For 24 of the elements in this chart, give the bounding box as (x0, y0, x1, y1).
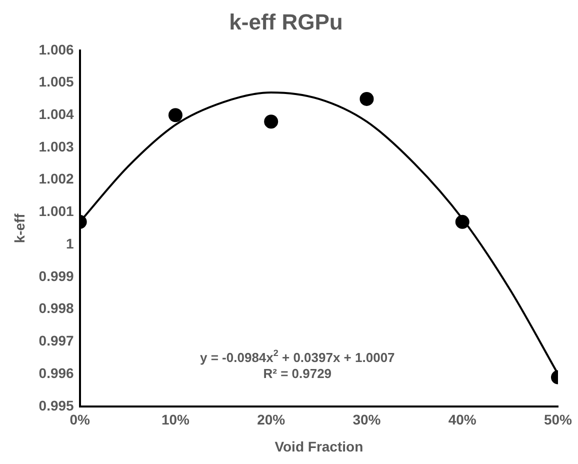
y-tick-label: 1 (66, 235, 74, 252)
x-tick-label: 50% (544, 412, 573, 428)
x-tick-label: 0% (70, 412, 91, 428)
x-tick-label: 40% (448, 412, 477, 428)
y-tick-label: 0.999 (38, 268, 74, 284)
x-tick-label: 30% (352, 412, 382, 428)
y-tick-label: 1.001 (38, 203, 74, 220)
y-tick-label: 1.006 (38, 41, 74, 58)
point (360, 92, 374, 106)
y-axis-title: k-eff (11, 213, 28, 244)
y-tick-label: 1.005 (38, 74, 74, 90)
x-tick-label: 10% (161, 412, 190, 428)
y-tick-label: 0.997 (38, 332, 74, 349)
chart-title: k-eff RGPu (229, 9, 343, 34)
y-tick-label: 1.003 (38, 138, 74, 154)
y-tick-label: 0.998 (38, 300, 74, 316)
annotation: R² = 0.9729 (263, 366, 332, 381)
y-tick-label: 1.004 (38, 106, 74, 122)
x-tick-label: 20% (257, 412, 286, 428)
y-tick-label: 1.002 (38, 170, 74, 187)
point (264, 114, 278, 129)
y-tick-label: 0.995 (38, 397, 74, 414)
y-tick-label: 0.996 (38, 364, 74, 381)
x-axis-title: Void Fraction (274, 438, 364, 454)
